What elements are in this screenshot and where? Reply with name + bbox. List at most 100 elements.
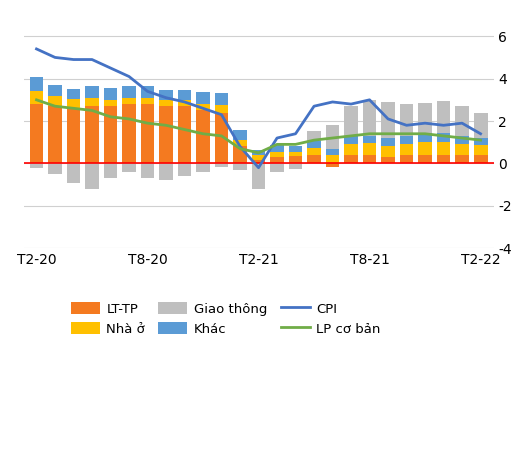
Bar (85, 86, 99, 98)
Bar (159, 90, 173, 100)
Bar (159, 163, 173, 180)
Bar (122, 163, 136, 172)
Bar (436, 133, 451, 142)
Bar (214, 113, 229, 163)
Bar (214, 105, 229, 113)
Bar (455, 106, 469, 136)
Bar (85, 98, 99, 106)
Bar (363, 143, 376, 155)
Bar (178, 163, 191, 176)
Bar (251, 160, 266, 163)
Bar (48, 106, 62, 163)
Bar (381, 147, 395, 157)
Bar (344, 144, 358, 155)
Bar (344, 155, 358, 163)
Bar (30, 163, 43, 168)
Bar (455, 144, 469, 155)
Bar (66, 109, 81, 163)
Bar (326, 125, 339, 148)
Bar (399, 144, 414, 155)
Bar (381, 102, 395, 138)
Legend: LT-TP, Nhà ở, Giao thông, Khác, CPI, LP cơ bản: LT-TP, Nhà ở, Giao thông, Khác, CPI, LP … (65, 297, 386, 341)
Bar (326, 155, 339, 163)
Bar (307, 155, 321, 163)
Bar (289, 147, 302, 152)
Bar (141, 86, 154, 98)
Bar (85, 163, 99, 189)
Bar (196, 93, 210, 104)
Bar (48, 85, 62, 96)
Bar (66, 99, 81, 109)
Bar (178, 100, 191, 106)
Bar (307, 148, 321, 155)
Bar (270, 163, 284, 172)
Bar (399, 155, 414, 163)
Bar (289, 156, 302, 163)
Bar (251, 163, 266, 189)
Bar (233, 147, 247, 163)
Bar (455, 136, 469, 144)
Bar (455, 155, 469, 163)
Bar (122, 104, 136, 163)
Bar (399, 104, 414, 136)
Bar (30, 104, 43, 163)
Bar (363, 136, 376, 143)
Bar (474, 138, 487, 145)
Bar (289, 152, 302, 156)
Bar (344, 106, 358, 136)
Bar (436, 101, 451, 133)
Bar (474, 155, 487, 163)
Bar (30, 91, 43, 104)
Bar (85, 106, 99, 163)
Bar (270, 157, 284, 163)
Bar (251, 155, 266, 160)
Bar (474, 113, 487, 138)
Bar (141, 163, 154, 178)
Bar (196, 110, 210, 163)
Bar (104, 88, 118, 100)
Bar (363, 100, 376, 136)
Bar (418, 103, 432, 133)
Bar (251, 150, 266, 155)
Bar (104, 163, 118, 178)
Bar (141, 98, 154, 104)
Bar (474, 145, 487, 155)
Bar (104, 100, 118, 106)
Bar (30, 77, 43, 91)
Bar (436, 142, 451, 155)
Bar (307, 141, 321, 148)
Bar (66, 89, 81, 99)
Bar (418, 133, 432, 142)
Bar (48, 163, 62, 174)
Bar (289, 163, 302, 169)
Bar (307, 131, 321, 141)
Bar (381, 157, 395, 163)
Bar (66, 163, 81, 183)
Bar (418, 155, 432, 163)
Bar (363, 155, 376, 163)
Bar (48, 96, 62, 106)
Bar (122, 98, 136, 104)
Bar (326, 148, 339, 155)
Bar (178, 90, 191, 100)
Bar (233, 140, 247, 147)
Bar (141, 104, 154, 163)
Bar (196, 104, 210, 110)
Bar (418, 142, 432, 155)
Bar (233, 163, 247, 170)
Bar (159, 106, 173, 163)
Bar (233, 129, 247, 140)
Bar (214, 163, 229, 167)
Bar (344, 136, 358, 144)
Bar (399, 136, 414, 144)
Bar (178, 106, 191, 163)
Bar (196, 163, 210, 172)
Bar (104, 106, 118, 163)
Bar (214, 94, 229, 105)
Bar (436, 155, 451, 163)
Bar (381, 138, 395, 147)
Bar (270, 152, 284, 157)
Bar (122, 86, 136, 98)
Bar (270, 145, 284, 152)
Bar (159, 100, 173, 106)
